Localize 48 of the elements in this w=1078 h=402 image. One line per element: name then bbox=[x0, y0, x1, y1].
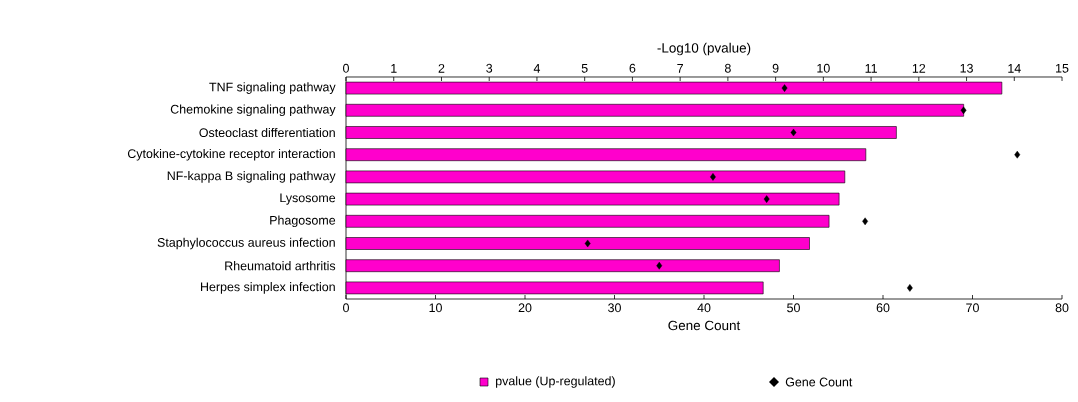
y-tick-label: Chemokine signaling pathway bbox=[170, 104, 336, 117]
x2-tick-label: 6 bbox=[629, 63, 636, 73]
y-tick-label: Staphylococcus aureus infection bbox=[157, 237, 335, 250]
x2-tick-label: 3 bbox=[486, 63, 493, 73]
y-tick-label: Herpes simplex infection bbox=[201, 282, 335, 294]
x2-tick-label: 9 bbox=[772, 63, 779, 73]
y-tick-label: Osteoclast differentiation bbox=[199, 127, 335, 138]
x-tick-label: 70 bbox=[966, 303, 979, 313]
x2-tick-label: 14 bbox=[1008, 64, 1021, 73]
point bbox=[710, 173, 716, 181]
x-tick-label: 10 bbox=[429, 303, 442, 313]
y-tick-label: Rheumatoid arthritis bbox=[225, 261, 336, 271]
point bbox=[906, 284, 913, 292]
x2-tick-label: 12 bbox=[912, 63, 926, 73]
x2-tick-label: 11 bbox=[865, 64, 877, 73]
y-tick-label: Cytokine-cytokine receptor interaction bbox=[127, 148, 335, 161]
x-axis-title: Gene Count bbox=[668, 320, 741, 331]
x2-tick-label: 7 bbox=[677, 64, 683, 73]
x2-tick-label: 13 bbox=[960, 63, 973, 73]
point bbox=[960, 106, 967, 115]
x2-axis-title: -Log10 (pvalue) bbox=[657, 42, 751, 56]
x2-tick-label: 8 bbox=[724, 63, 731, 73]
point bbox=[1014, 150, 1021, 159]
x2-tick-label: 10 bbox=[817, 63, 830, 73]
y-tick-label: NF-kappa B signaling pathway bbox=[167, 171, 336, 183]
x2-tick-label: 1 bbox=[391, 64, 397, 73]
x-tick-label: 60 bbox=[876, 303, 890, 313]
point bbox=[781, 84, 788, 92]
x2-tick-label: 0 bbox=[343, 63, 349, 73]
point bbox=[790, 128, 797, 137]
x-tick-label: 0 bbox=[343, 303, 349, 313]
point bbox=[584, 239, 591, 248]
legend-label: pvalue (Up-regulated) bbox=[496, 376, 615, 388]
x-tick-label: 50 bbox=[787, 303, 800, 313]
point bbox=[656, 261, 663, 270]
y-tick-label: TNF signaling pathway bbox=[209, 82, 336, 94]
x2-tick-label: 5 bbox=[581, 63, 588, 73]
x-tick-label: 40 bbox=[697, 303, 711, 313]
x-tick-label: 30 bbox=[608, 303, 621, 313]
x2-tick-label: 2 bbox=[438, 63, 445, 73]
x2-tick-label: 15 bbox=[1056, 63, 1069, 73]
x2-tick-label: 4 bbox=[533, 64, 541, 73]
x-tick-label: 20 bbox=[518, 303, 532, 313]
legend-label: Gene Count bbox=[785, 377, 853, 387]
y-tick-label: Lysosome bbox=[280, 193, 336, 205]
y-tick-label: Phagosome bbox=[270, 215, 336, 228]
x-tick-label: 80 bbox=[1055, 303, 1069, 313]
point bbox=[763, 195, 770, 203]
